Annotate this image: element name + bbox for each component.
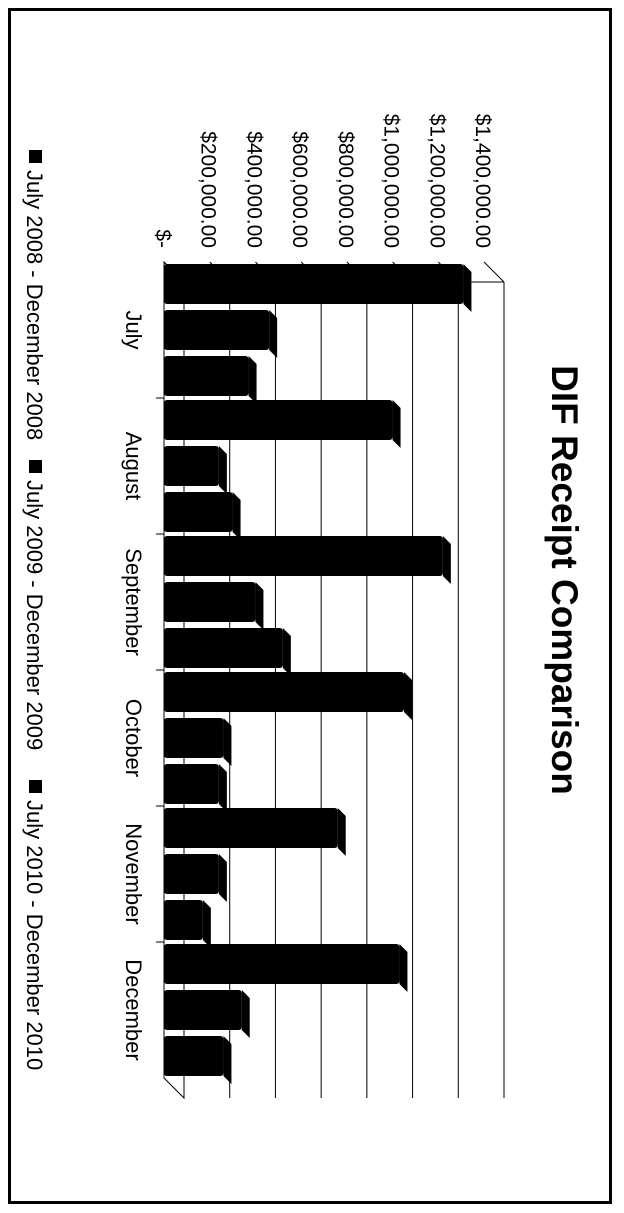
y-tick-label: $1,000,000.00 (380, 114, 403, 248)
bar (163, 310, 270, 350)
bar-top (241, 990, 250, 1038)
bar (164, 446, 219, 486)
bar (164, 944, 400, 984)
bar-top (223, 1036, 232, 1084)
bar-top (218, 446, 227, 494)
bar-top (255, 582, 264, 630)
y-tick-label: $800,000.00 (334, 131, 357, 248)
bar (164, 628, 283, 668)
bar-top (269, 310, 278, 358)
bar (164, 900, 203, 940)
bar (163, 1036, 224, 1076)
bar (164, 764, 219, 804)
y-tick-label: $600,000.00 (288, 131, 311, 248)
y-tick-label: $1,400,000.00 (471, 114, 494, 248)
legend-entry: July 2009 - December 2009 (22, 480, 47, 750)
bar-top (337, 808, 346, 856)
y-tick-label: $200,000.00 (197, 131, 220, 248)
bar (164, 854, 219, 894)
legend-swatch (29, 460, 42, 473)
bar (163, 582, 256, 622)
bar (164, 536, 443, 576)
bar-top (232, 492, 241, 540)
x-tick-label: July (121, 310, 146, 349)
legend-entry: July 2008 - December 2008 (22, 170, 47, 440)
bar (163, 718, 224, 758)
bar-top (223, 718, 232, 766)
bar-top (248, 356, 257, 404)
y-tick-label: $400,000.00 (242, 131, 265, 248)
chart-title: DIF Receipt Comparison (544, 365, 585, 795)
bar (164, 990, 242, 1030)
y-tick-label: $1,200,000.00 (425, 114, 448, 248)
x-tick-label: October (121, 699, 146, 777)
bar (164, 808, 338, 848)
bar (164, 356, 249, 396)
y-axis-tick-labels: $- $200,000.00 $400,000.00 $600,000.00 $800,… (151, 114, 494, 248)
x-tick-label: August (121, 432, 146, 501)
bar-top (392, 400, 401, 448)
legend: July 2008 - December 2008 July 2009 - Dec… (22, 150, 47, 1070)
legend-entry: July 2010 - December 2010 (22, 800, 47, 1070)
bar-top (282, 628, 291, 676)
bar (164, 400, 393, 440)
bar-top (463, 264, 472, 312)
x-tick-label: September (121, 548, 146, 656)
chart-frame (8, 8, 612, 1204)
legend-swatch (29, 780, 42, 793)
bar (164, 672, 404, 712)
x-tick-label: November (121, 823, 146, 924)
bar-top (218, 764, 227, 812)
bar-top (218, 854, 227, 902)
x-tick-label: December (121, 959, 146, 1060)
y-tick-label: $- (151, 229, 174, 248)
bar-top (202, 900, 211, 948)
bar (164, 492, 233, 532)
bars (163, 264, 472, 1084)
bar (164, 264, 464, 304)
bar-top (442, 536, 451, 584)
gridline-diagonal (483, 261, 505, 283)
bar-top (404, 672, 412, 720)
bar-top (399, 944, 408, 992)
x-axis-tick-labels: July August September October November Decemb… (121, 310, 164, 1061)
legend-swatch (29, 150, 42, 163)
